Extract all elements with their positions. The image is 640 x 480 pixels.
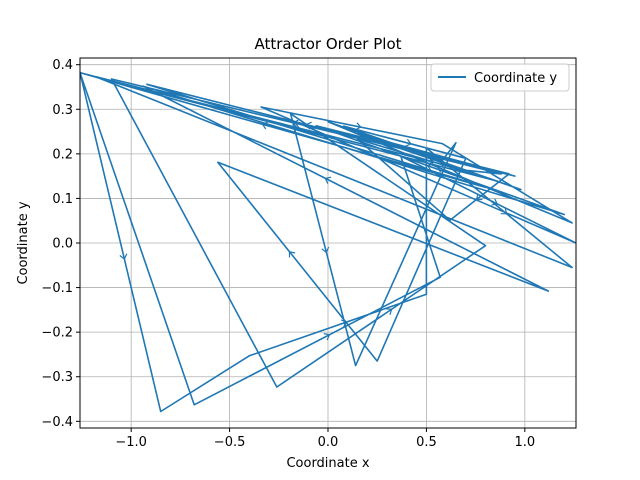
legend-label: Coordinate y	[474, 71, 557, 86]
y-tick-label: −0.4	[41, 415, 73, 430]
direction-arrow	[355, 122, 362, 131]
y-tick-label: 0.3	[52, 103, 73, 118]
y-axis-title: Coordinate y	[16, 201, 31, 284]
x-tick-label: 0.5	[416, 435, 437, 450]
direction-arrow	[288, 251, 296, 258]
direction-arrow	[436, 165, 444, 173]
direction-arrow	[261, 121, 269, 130]
axis-ticks: −1.0 −0.5 0.0 0.5 1.0 −0.4 −0.3 −0.2 −0.1 0.0 0.1 0…	[41, 58, 535, 450]
direction-arrow	[491, 198, 499, 206]
direction-arrow	[292, 119, 299, 128]
direction-arrow	[321, 246, 330, 254]
grid	[80, 58, 576, 428]
direction-arrow	[119, 253, 128, 260]
x-tick-label: −1.0	[115, 435, 147, 450]
x-axis-title: Coordinate x	[286, 456, 369, 471]
y-tick-label: −0.3	[41, 370, 73, 385]
x-tick-label: 1.0	[514, 435, 535, 450]
y-tick-label: 0.4	[52, 58, 73, 73]
direction-arrow	[305, 121, 312, 130]
y-tick-label: 0.1	[52, 192, 73, 207]
series-line	[80, 71, 576, 413]
direction-arrow	[426, 163, 434, 171]
direction-arrow	[341, 319, 348, 328]
direction-arrow	[475, 193, 483, 201]
direction-arrow	[385, 308, 393, 315]
direction-arrow	[323, 333, 331, 341]
x-tick-label: −0.5	[214, 435, 246, 450]
plot-area	[80, 71, 576, 413]
y-tick-label: 0.0	[52, 237, 73, 252]
direction-arrow	[293, 123, 301, 132]
legend-box	[430, 63, 570, 92]
direction-arrow	[324, 176, 332, 184]
y-tick-label: 0.2	[52, 147, 73, 162]
direction-arrow	[427, 156, 435, 165]
direction-arrow	[405, 138, 412, 147]
direction-arrow	[500, 207, 508, 215]
y-tick-label: −0.1	[41, 281, 73, 296]
y-tick-label: −0.2	[41, 326, 73, 341]
x-tick-label: 0.0	[318, 435, 339, 450]
chart-title: Attractor Order Plot	[254, 35, 401, 53]
series-group	[80, 71, 576, 413]
legend: Coordinate y	[430, 63, 570, 92]
